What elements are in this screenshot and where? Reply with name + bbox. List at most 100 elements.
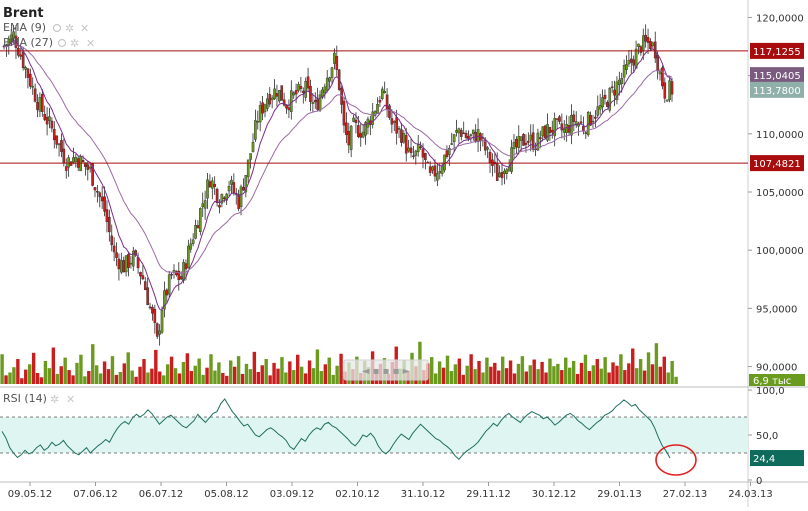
volume-bar — [98, 373, 103, 384]
candle-body — [67, 157, 70, 168]
ema27-legend[interactable]: EMA (27) ✲ ✕ — [3, 36, 95, 50]
y-tick-label: 90,0000 — [756, 363, 797, 374]
volume-bar — [51, 347, 56, 384]
volume-bar — [461, 374, 465, 384]
candle-body — [555, 118, 559, 120]
volume-bar — [244, 363, 249, 384]
candle-body — [529, 134, 533, 141]
volume-bar — [292, 370, 296, 384]
candle-body — [565, 124, 568, 133]
volume-bar — [556, 363, 560, 384]
volume-bar — [445, 355, 450, 384]
close-icon[interactable]: ✕ — [86, 37, 95, 50]
candle-body — [378, 99, 382, 103]
gear-icon[interactable]: ✲ — [65, 22, 74, 35]
candle-body — [361, 131, 365, 138]
candle-body — [445, 150, 449, 157]
candle-body — [562, 128, 566, 133]
close-icon[interactable]: ✕ — [80, 22, 89, 35]
volume-bar — [315, 349, 320, 384]
candle-body — [105, 209, 109, 222]
x-tick-label: 09.05.12 — [8, 489, 53, 500]
scroll-arrows[interactable]: ◄ ▪ ▪ ▪ ► — [362, 366, 411, 377]
horizontal-levels[interactable] — [0, 50, 748, 164]
gear-icon[interactable]: ✲ — [70, 37, 79, 50]
candle-body — [618, 79, 621, 85]
candle-body — [507, 167, 511, 172]
candle-body — [203, 200, 207, 209]
rsi-tick-label: 50,0 — [756, 431, 778, 442]
candle-body — [266, 98, 269, 109]
candle-body — [560, 123, 564, 131]
eye-icon[interactable] — [57, 38, 67, 48]
volume-bar — [619, 354, 623, 384]
candle-body — [167, 274, 171, 295]
rsi-legend[interactable]: RSI (14) ✲ ✕ — [3, 392, 75, 406]
volume-bar — [59, 366, 63, 384]
volume-bar — [575, 373, 580, 384]
candle-body — [488, 151, 492, 164]
volume-bar — [55, 373, 59, 384]
scroll-bar[interactable] — [343, 359, 429, 381]
candle-body — [402, 133, 406, 143]
volume-bar — [524, 371, 529, 384]
candle-body — [589, 114, 592, 126]
candle-body — [292, 92, 296, 96]
candle-body — [431, 166, 434, 171]
candle-body — [541, 126, 545, 137]
price-pane — [0, 0, 748, 387]
ema9-legend[interactable]: EMA (9) ✲ ✕ — [3, 21, 89, 35]
volume-bar — [63, 357, 67, 384]
volume-bar — [91, 344, 95, 384]
candle-body — [603, 94, 607, 99]
candle-body — [397, 127, 401, 130]
gear-icon[interactable]: ✲ — [50, 393, 59, 406]
volume-bar — [504, 368, 509, 384]
candle-body — [347, 131, 351, 146]
candle-body — [218, 204, 221, 208]
volume-bar — [552, 366, 556, 384]
volume-bar — [83, 376, 87, 384]
candle-body — [428, 166, 432, 173]
candle-body — [304, 81, 307, 98]
close-icon[interactable]: ✕ — [66, 393, 75, 406]
candle-body — [641, 35, 645, 52]
volume-bar — [248, 369, 253, 384]
candle-body — [19, 54, 23, 57]
volume-bar — [205, 367, 209, 384]
annotation-circle — [655, 444, 697, 476]
candle-body — [60, 140, 63, 152]
candle-body — [290, 90, 293, 113]
candle-body — [196, 225, 200, 229]
volume-tag — [749, 374, 805, 386]
candle-body — [450, 143, 454, 145]
volume-bar — [666, 372, 670, 384]
volume-bar — [481, 372, 485, 384]
candle-body — [584, 132, 588, 134]
candle-body — [273, 88, 276, 100]
candle-body — [194, 225, 197, 239]
volume-bar — [106, 369, 111, 384]
volume-bar — [213, 370, 217, 384]
eye-icon[interactable] — [52, 23, 62, 33]
volume-bar — [16, 359, 20, 384]
volume-bar — [94, 365, 99, 384]
candle-body — [663, 82, 667, 99]
candle-body — [45, 116, 49, 125]
candle-body — [26, 68, 30, 78]
scroll-control[interactable]: ◄ ▪ ▪ ▪ ► — [343, 359, 429, 381]
volume-bar — [256, 372, 260, 384]
candle-body — [246, 159, 250, 178]
volume-bar — [130, 370, 134, 384]
volume-bar — [500, 356, 505, 384]
candle-body — [438, 171, 442, 174]
candle-body — [476, 129, 480, 143]
candle-body — [328, 77, 331, 82]
candle-body — [651, 42, 655, 47]
time-axis: 09.05.12 07.06.12 06.07.12 05.08.12 03.09.12… — [8, 482, 773, 500]
candle-body — [392, 121, 396, 123]
volume-bar — [169, 356, 174, 384]
candle-body — [316, 99, 319, 110]
volume-bar — [469, 354, 473, 384]
